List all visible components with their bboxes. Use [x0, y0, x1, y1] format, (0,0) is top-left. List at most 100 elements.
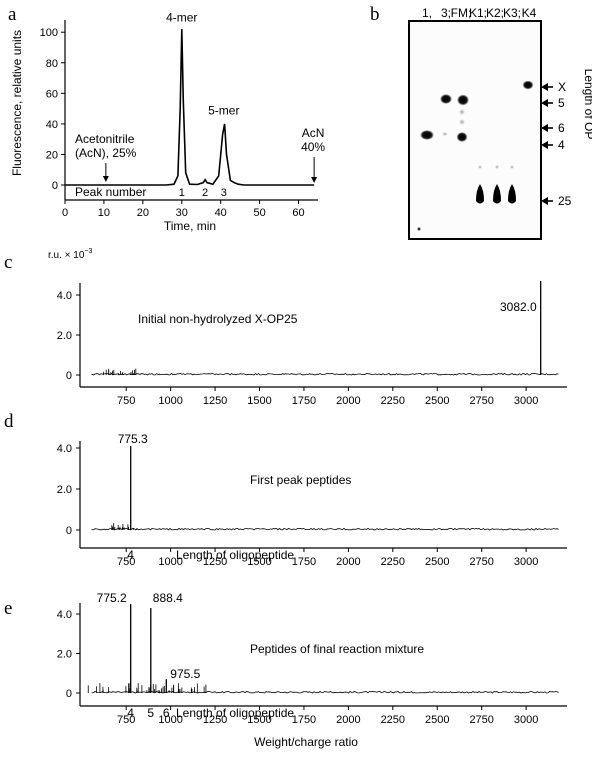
y-tick-label: 2.0 [57, 649, 72, 661]
panel-letter-a: a [8, 4, 17, 25]
length-mark: 6 [163, 706, 170, 720]
x-tick-label: 1000 [158, 395, 182, 407]
peak-value-label: 888.4 [153, 591, 183, 605]
x-tick-label: 1250 [203, 395, 227, 407]
gel-band [457, 94, 469, 106]
gel-frame [408, 20, 542, 240]
peak-value-label: 975.5 [170, 667, 200, 681]
x-tick-label: 1250 [203, 714, 227, 726]
peak-label: 5-mer [208, 104, 239, 118]
x-tick-label: 2000 [336, 714, 360, 726]
gel-marker: 25 [541, 194, 572, 208]
annotation-text: Acetonitrile [75, 132, 135, 146]
x-tick-label: 10 [98, 207, 110, 219]
peak-number: 2 [202, 187, 208, 199]
chromatogram-peak-numbers: Peak number 1 2 3 [75, 185, 227, 199]
spectrum-baseline [91, 372, 559, 376]
x-tick-label: 0 [62, 207, 68, 219]
gel-band [420, 130, 434, 140]
y-tick-label: 4.0 [57, 609, 72, 621]
x-tick-label: 750 [117, 556, 135, 568]
annotation-arrow [102, 163, 109, 182]
y-tick-label: 60 [46, 88, 58, 100]
x-tick-label: 2500 [425, 714, 449, 726]
spectrum-baseline [91, 690, 559, 694]
gel-lane-label: K2; [486, 6, 504, 20]
spectrum-baseline [91, 527, 559, 531]
y-tick-label: 100 [40, 27, 58, 39]
spectrum-annotation: Peptides of final reaction mixture [250, 642, 424, 656]
annotation-text: (AcN), 25% [75, 146, 137, 160]
peak-number: 1 [179, 187, 185, 199]
x-tick-label: 1500 [247, 395, 271, 407]
spectrum-y-unit: r.u. × 10−3 [48, 248, 93, 261]
y-tick-label: 0 [66, 688, 72, 700]
chromatogram-chart: 0 20 40 60 80 100 0 10 20 30 40 50 60 4-mer 5-mer Pea… [10, 11, 325, 233]
gel-band [417, 227, 421, 231]
y-tick-label: 20 [46, 149, 58, 161]
x-tick-label: 750 [117, 395, 135, 407]
x-tick-label: 2000 [336, 395, 360, 407]
spectrum-annotation: Initial non-hydrolyzed X-OP25 [138, 312, 298, 326]
panel-letter-c: c [4, 252, 12, 273]
length-title: Length of oligopeptide [176, 706, 294, 720]
x-tick-label: 30 [176, 207, 188, 219]
x-tick-label: 2250 [381, 714, 405, 726]
gel-marker-label: 4 [558, 138, 565, 152]
panel-letter-d: d [4, 411, 14, 432]
chromatogram-trace [65, 29, 315, 186]
gel-marker-label: 25 [558, 194, 572, 208]
gel-band [522, 80, 534, 90]
y-tick-label: 4.0 [57, 290, 72, 302]
y-tick-label: 0 [52, 180, 58, 192]
length-mark: 4 [127, 548, 134, 562]
gel-band [442, 132, 448, 136]
peak-number: 3 [221, 187, 227, 199]
x-tick-label: 1000 [158, 714, 182, 726]
x-tick-label: 1500 [247, 714, 271, 726]
length-mark: 4 [127, 706, 134, 720]
y-tick-label: 0 [66, 370, 72, 382]
gel-lane-label: K4 [522, 6, 537, 20]
gel-band [508, 184, 516, 204]
x-tick-label: 3000 [514, 714, 538, 726]
chromatogram-x-axis-label: Time, min [164, 219, 216, 233]
annotation-arrow [311, 157, 318, 183]
y-tick-label: 4.0 [57, 443, 72, 455]
gel-band [459, 109, 465, 115]
gel-marker-label: 6 [558, 121, 565, 135]
y-tick-label: 2.0 [57, 330, 72, 342]
gel-panel: 1, 3; FM;K1;K2;K3; K4 X 5 6 4 25 Length of OP [408, 6, 592, 240]
gel-lane-labels: 1, 3; FM;K1;K2;K3; K4 [422, 6, 537, 20]
spectrum-d-chart: 0 2.0 4.0 750 1000 1250 1500 1750 2000 2250 2500 27… [57, 432, 567, 568]
x-tick-label: 2750 [469, 395, 493, 407]
chromatogram-axes: 0 20 40 60 80 100 0 10 20 30 40 50 60 [40, 20, 318, 219]
gel-bands [417, 80, 534, 231]
gel-lane-label: 3; [441, 6, 451, 20]
y-tick-label: 2.0 [57, 484, 72, 496]
x-tick-label: 750 [117, 714, 135, 726]
panel-letter-b: b [370, 4, 380, 25]
gel-band [510, 165, 514, 169]
gel-marker: 6 [541, 121, 565, 135]
peak-number-title: Peak number [75, 185, 146, 199]
gel-marker: 4 [541, 138, 565, 152]
spectrum-c-chart: 0 2.0 4.0 750 1000 1250 1500 1750 2000 2250 2500 27… [48, 248, 567, 407]
x-tick-label: 1000 [158, 556, 182, 568]
x-tick-label: 20 [137, 207, 149, 219]
x-tick-label: 2250 [381, 395, 405, 407]
gel-marker: X [541, 80, 566, 94]
gel-band [495, 165, 499, 169]
gel-lane-label: FM; [451, 6, 472, 20]
x-tick-label: 1750 [292, 556, 316, 568]
spectrum-x-axis-label: Weight/charge ratio [254, 735, 358, 749]
gel-lane-label: K3; [503, 6, 521, 20]
panel-letter-e: e [4, 598, 12, 619]
x-tick-label: 1750 [292, 395, 316, 407]
gel-band [493, 184, 501, 204]
chromatogram-y-axis-label: Fluorescence, relative units [10, 30, 24, 176]
x-tick-label: 2250 [381, 556, 405, 568]
x-tick-label: 40 [215, 207, 227, 219]
peak-value-label: 3082.0 [500, 300, 537, 314]
